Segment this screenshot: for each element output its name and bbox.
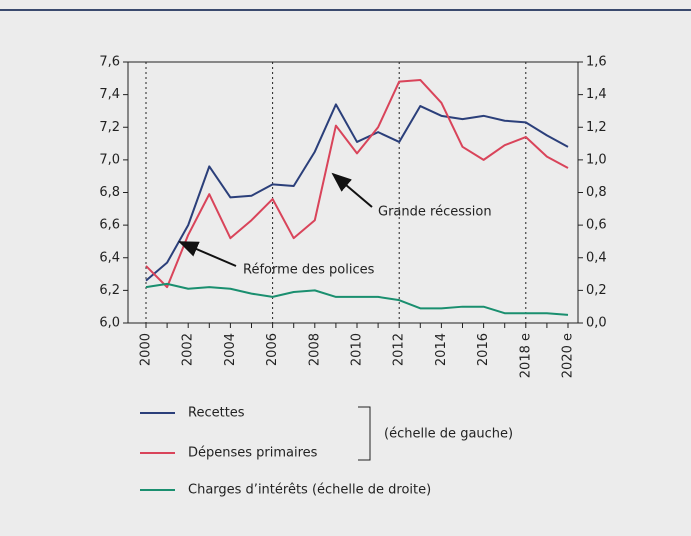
series-line — [145, 103, 569, 282]
y-tick-label: 6,4 — [99, 250, 120, 265]
y-tick-label: 6,0 — [99, 316, 120, 331]
y-tick-label: 7,6 — [99, 55, 120, 70]
x-tick-label: 2012 — [392, 333, 407, 366]
x-tick-label: 2014 — [434, 333, 449, 366]
y-tick-label: 6,8 — [99, 185, 120, 200]
y2-tick-label: 0,2 — [586, 283, 607, 298]
y2-tick-label: 1,6 — [586, 55, 607, 70]
x-tick-label: 2016 — [476, 333, 491, 366]
x-tick-label: 2006 — [265, 333, 280, 366]
y2-tick-label: 0,0 — [586, 316, 607, 331]
y2-tick-label: 1,2 — [586, 120, 607, 135]
legend-group-label: (échelle de gauche) — [384, 427, 513, 442]
legend-bracket — [358, 406, 371, 461]
legend-label: Charges d’intérêts (échelle de droite) — [188, 483, 431, 498]
annotation: Grande récession — [378, 205, 492, 220]
x-tick-label: 2020 e — [561, 333, 576, 378]
x-tick-label: 2010 — [350, 333, 365, 366]
x-tick-label: 2000 — [139, 333, 154, 366]
y-tick-label: 7,0 — [99, 152, 120, 167]
y2-tick-label: 0,4 — [586, 250, 607, 265]
legend-label: Dépenses primaires — [188, 446, 318, 461]
y2-tick-label: 0,6 — [586, 218, 607, 233]
x-tick-label: 2002 — [181, 333, 196, 366]
x-tick-label: 2018 e — [518, 333, 533, 378]
y2-tick-label: 1,4 — [586, 87, 607, 102]
y2-tick-label: 1,0 — [586, 152, 607, 167]
legend-label: Recettes — [188, 406, 245, 421]
y-tick-label: 6,6 — [99, 218, 120, 233]
x-tick-label: 2008 — [307, 333, 322, 366]
annotation-arrow — [178, 241, 237, 267]
y2-tick-label: 0,8 — [586, 185, 607, 200]
series-line — [145, 78, 569, 289]
annotation: Réforme des polices — [243, 263, 375, 278]
annotation-arrow — [331, 172, 373, 208]
series-line — [145, 282, 569, 316]
y-tick-label: 7,2 — [99, 120, 120, 135]
top-rule — [0, 9, 691, 11]
x-tick-label: 2004 — [223, 333, 238, 366]
y-tick-label: 7,4 — [99, 87, 120, 102]
y-tick-label: 6,2 — [99, 283, 120, 298]
